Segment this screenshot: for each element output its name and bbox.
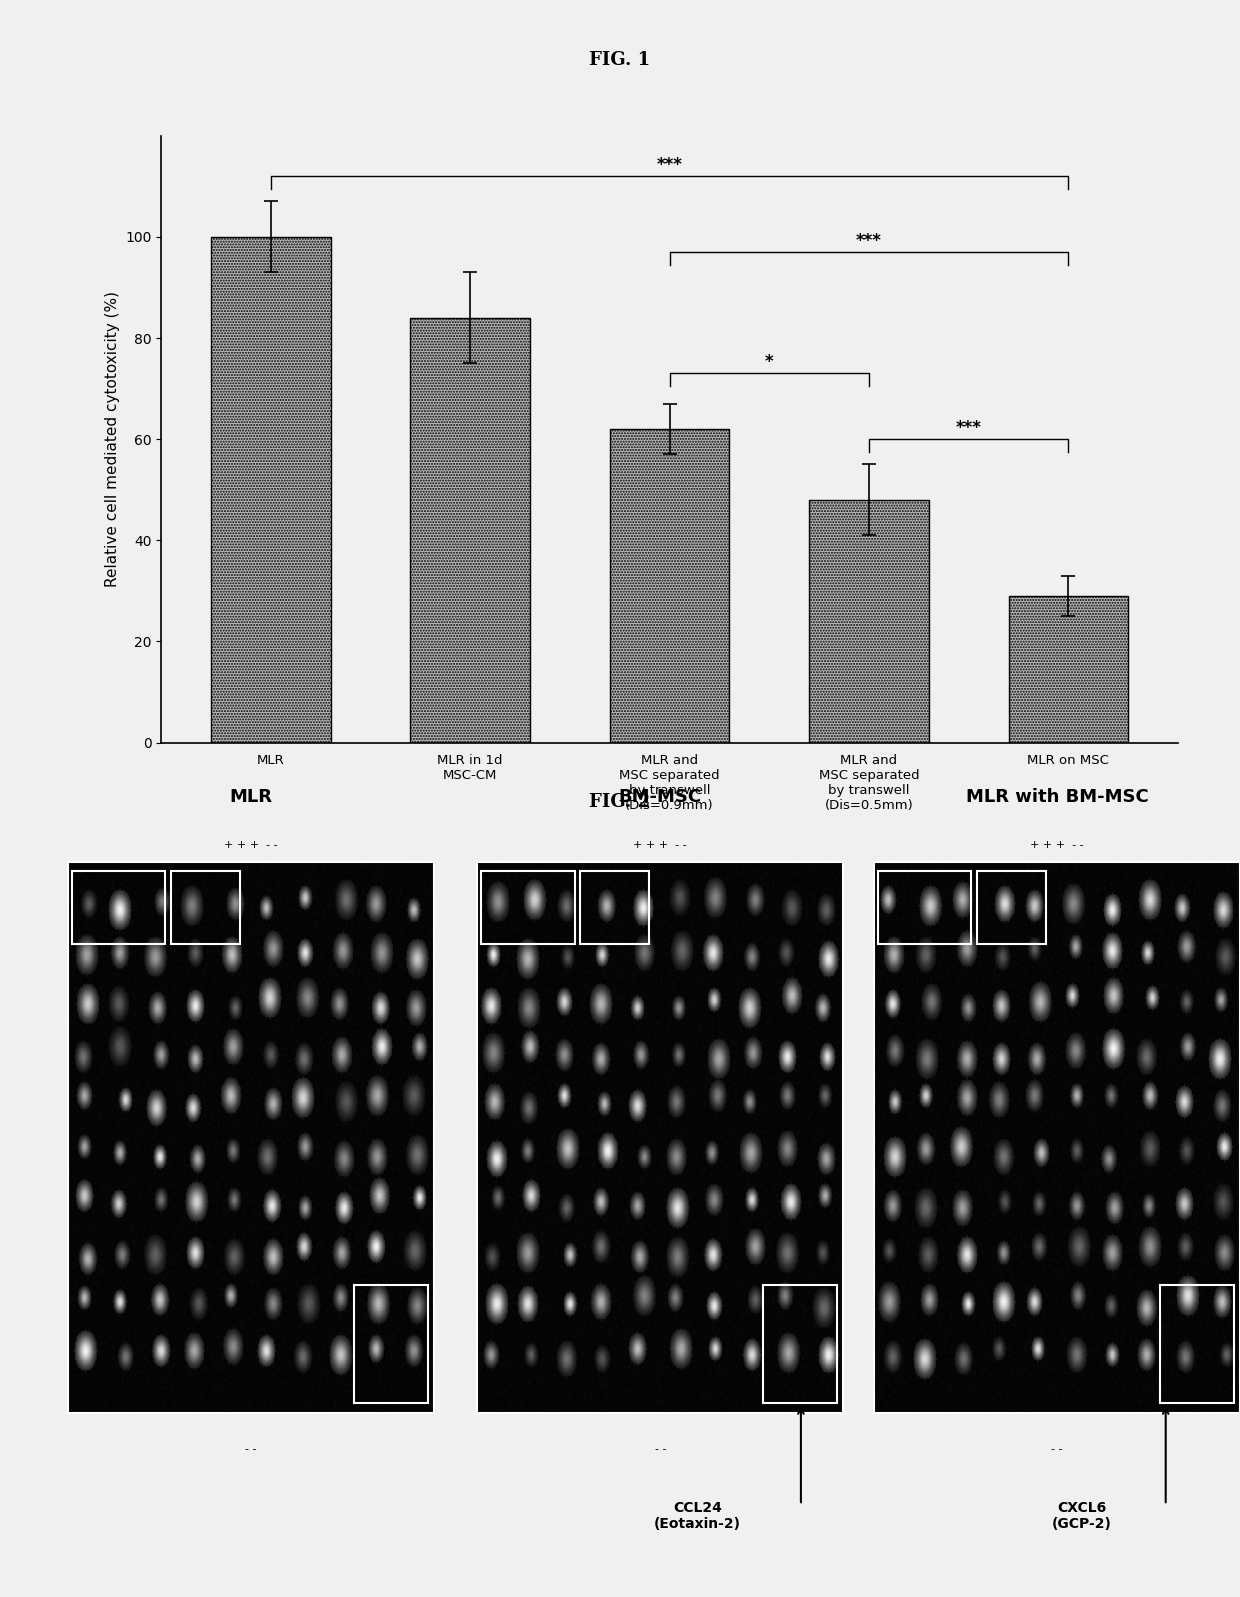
Text: BM-MSC: BM-MSC <box>619 789 702 806</box>
Text: FIG. 1: FIG. 1 <box>589 51 651 69</box>
Bar <box>353 1284 428 1404</box>
Bar <box>878 870 971 944</box>
Text: *: * <box>765 353 774 371</box>
Bar <box>1159 1284 1234 1404</box>
Text: - -: - - <box>246 1444 257 1453</box>
Y-axis label: Relative cell mediated cytotoxicity (%): Relative cell mediated cytotoxicity (%) <box>104 291 119 588</box>
Bar <box>977 870 1045 944</box>
Bar <box>211 236 331 743</box>
Bar <box>1008 596 1128 743</box>
Bar <box>481 870 574 944</box>
Text: + + +  - -: + + + - - <box>224 840 278 850</box>
Bar <box>763 1284 837 1404</box>
Text: ***: *** <box>856 232 882 249</box>
Bar <box>410 318 529 743</box>
Text: + + +  - -: + + + - - <box>1030 840 1084 850</box>
Text: CCL24
(Eotaxin-2): CCL24 (Eotaxin-2) <box>653 1501 742 1532</box>
Bar <box>810 500 929 743</box>
Text: FIG. 2: FIG. 2 <box>589 792 651 811</box>
Text: MLR: MLR <box>229 789 273 806</box>
Text: - -: - - <box>655 1444 666 1453</box>
Bar <box>171 870 239 944</box>
Text: - -: - - <box>1052 1444 1063 1453</box>
Bar <box>610 430 729 743</box>
Bar <box>580 870 649 944</box>
Text: ***: *** <box>657 155 682 174</box>
Text: + + +  - -: + + + - - <box>634 840 687 850</box>
Text: MLR with BM-MSC: MLR with BM-MSC <box>966 789 1148 806</box>
Text: ***: *** <box>956 418 982 436</box>
Text: CXCL6
(GCP-2): CXCL6 (GCP-2) <box>1052 1501 1112 1532</box>
Bar <box>72 870 165 944</box>
